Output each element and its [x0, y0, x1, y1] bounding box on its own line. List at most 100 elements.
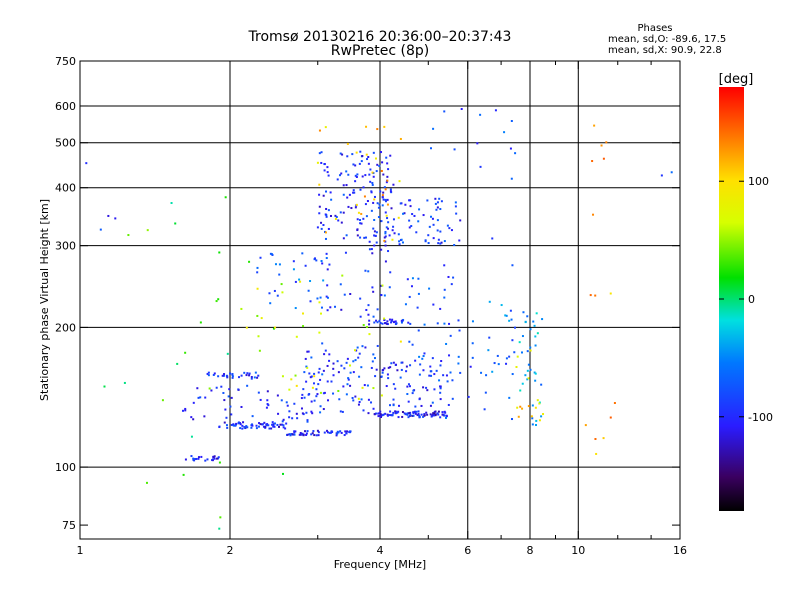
- echo-point: [399, 376, 402, 379]
- echo-point: [367, 270, 370, 273]
- echo-point: [352, 191, 355, 194]
- echo-point: [437, 242, 440, 245]
- echo-point: [422, 355, 425, 358]
- echo-point: [439, 208, 442, 211]
- echo-point: [453, 243, 456, 246]
- echo-point: [372, 175, 375, 178]
- echo-point: [302, 312, 305, 315]
- echo-point: [439, 307, 442, 310]
- echo-point: [542, 413, 545, 416]
- echo-point: [345, 170, 348, 173]
- echo-point: [212, 373, 215, 376]
- echo-point: [602, 157, 605, 160]
- echo-point: [293, 402, 296, 405]
- echo-point: [291, 433, 294, 436]
- echo-point: [395, 363, 398, 366]
- echo-point: [434, 202, 437, 205]
- echo-point: [529, 328, 532, 331]
- echo-point: [347, 173, 350, 176]
- echo-point: [413, 214, 416, 217]
- echo-point: [384, 412, 387, 415]
- echo-point: [434, 414, 437, 417]
- y-tick-label: 100: [55, 461, 76, 474]
- echo-point: [359, 150, 362, 153]
- echo-point: [471, 342, 474, 345]
- echo-point: [372, 290, 375, 293]
- echo-point: [325, 207, 328, 210]
- echo-point: [256, 271, 259, 274]
- echo-point: [272, 327, 275, 330]
- echo-point: [293, 431, 296, 434]
- echo-point: [375, 319, 378, 322]
- echo-point: [318, 212, 321, 215]
- echo-point: [433, 373, 436, 376]
- x-tick-label: 2: [227, 544, 234, 557]
- echo-point: [326, 284, 329, 287]
- echo-point: [334, 217, 337, 220]
- echo-point: [436, 201, 439, 204]
- echo-point: [218, 426, 221, 429]
- echo-point: [253, 376, 256, 379]
- echo-point: [368, 173, 371, 176]
- echo-point: [266, 403, 269, 406]
- echo-point: [409, 205, 412, 208]
- echo-point: [459, 371, 462, 374]
- echo-point: [411, 414, 414, 417]
- y-tick-label: 300: [55, 240, 76, 253]
- echo-point: [419, 363, 422, 366]
- echo-point: [521, 382, 524, 385]
- echo-point: [230, 396, 233, 399]
- echo-point: [313, 434, 316, 437]
- echo-point: [251, 424, 254, 427]
- echo-point: [384, 244, 387, 247]
- echo-point: [437, 238, 440, 241]
- echo-point: [192, 457, 195, 460]
- echo-point: [531, 404, 534, 407]
- echo-point: [387, 366, 390, 369]
- echo-point: [370, 209, 373, 212]
- echo-point: [299, 280, 302, 283]
- echo-point: [272, 423, 275, 426]
- echo-point: [274, 263, 277, 266]
- echo-point: [352, 189, 355, 192]
- echo-point: [389, 410, 392, 413]
- echo-point: [227, 395, 230, 398]
- x-tick-label: 8: [527, 544, 534, 557]
- echo-point: [246, 372, 249, 375]
- echo-point: [336, 430, 339, 433]
- echo-point: [360, 222, 363, 225]
- echo-point: [238, 376, 241, 379]
- echo-point: [326, 268, 329, 271]
- echo-point: [382, 191, 385, 194]
- echo-point: [237, 388, 240, 391]
- echo-point: [418, 373, 421, 376]
- echo-point: [531, 423, 534, 426]
- echo-point: [241, 427, 244, 430]
- echo-point: [445, 342, 448, 345]
- echo-point: [312, 430, 315, 433]
- echo-point: [317, 434, 320, 437]
- echo-point: [276, 294, 279, 297]
- echo-point: [264, 425, 267, 428]
- echo-point: [411, 277, 414, 280]
- x-tick-label: 10: [571, 544, 585, 557]
- echo-point: [389, 404, 392, 407]
- echo-point: [428, 287, 431, 290]
- echo-point: [386, 414, 389, 417]
- echo-point: [445, 374, 448, 377]
- echo-point: [356, 346, 359, 349]
- echo-point: [342, 385, 345, 388]
- echo-point: [457, 355, 460, 358]
- echo-point: [261, 423, 264, 426]
- echo-point: [344, 430, 347, 433]
- echo-point: [402, 212, 405, 215]
- echo-point: [440, 241, 443, 244]
- echo-point: [433, 414, 436, 417]
- echo-point: [341, 410, 344, 413]
- echo-point: [420, 413, 423, 416]
- echo-point: [508, 396, 511, 399]
- echo-point: [514, 152, 517, 155]
- echo-point: [513, 351, 516, 354]
- echo-point: [387, 227, 390, 230]
- echo-point: [505, 357, 508, 360]
